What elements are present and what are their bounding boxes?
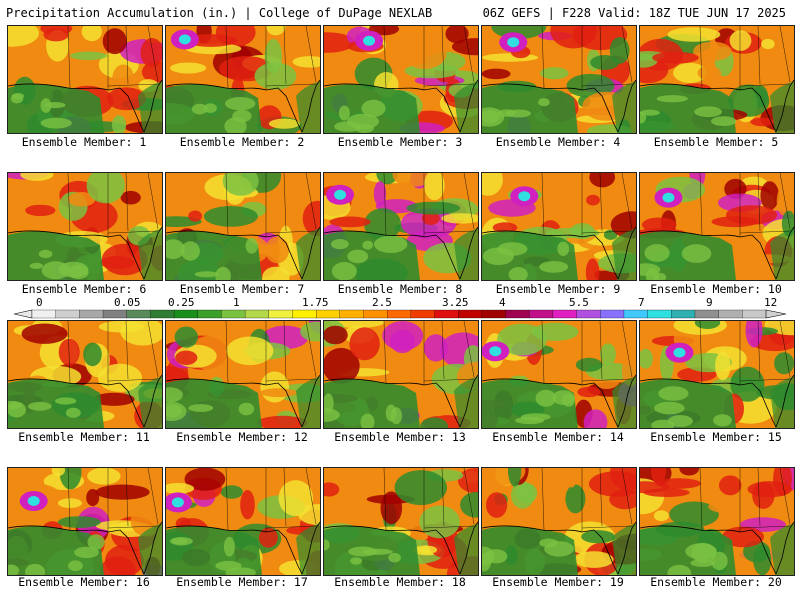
member-map-14	[481, 320, 637, 429]
member-map-2	[165, 25, 321, 134]
colorbar-swatch	[742, 309, 767, 319]
colorbar-swatch	[434, 309, 459, 319]
member-map-6	[7, 172, 163, 281]
colorbar-min-arrow	[13, 309, 33, 319]
colorbar-tick-label: 5.5	[569, 296, 589, 309]
colorbar-tick-label: 12	[764, 296, 777, 309]
colorbar-swatch	[315, 309, 341, 319]
colorbar-tick-label: 2.5	[372, 296, 392, 309]
member-caption: Ensemble Member: 14	[492, 430, 624, 444]
colorbar-swatch	[694, 309, 720, 319]
member-map-19	[481, 467, 637, 576]
member-caption: Ensemble Member: 15	[650, 430, 782, 444]
colorbar-swatch	[481, 309, 506, 319]
colorbar-max-arrow	[765, 309, 787, 319]
colorbar-swatch	[268, 309, 293, 319]
colorbar-swatch	[221, 309, 246, 319]
colorbar-swatch	[79, 309, 104, 319]
colorbar-tick-label: 9	[706, 296, 713, 309]
member-map-20	[639, 467, 795, 576]
colorbar-tick-label: 7	[638, 296, 645, 309]
colorbar-swatch	[600, 309, 625, 319]
colorbar-swatch	[197, 309, 222, 319]
colorbar-tick-label: 0.25	[168, 296, 195, 309]
colorbar-swatch	[410, 309, 435, 319]
colorbar-swatch	[173, 309, 199, 319]
member-map-10	[639, 172, 795, 281]
member-caption: Ensemble Member: 9	[495, 282, 621, 296]
member-map-1	[7, 25, 163, 134]
colorbar-swatch	[126, 309, 151, 319]
member-caption: Ensemble Member: 6	[21, 282, 147, 296]
member-map-16	[7, 467, 163, 576]
colorbar-swatch	[576, 309, 601, 319]
colorbar-swatch	[31, 309, 57, 319]
member-map-12	[165, 320, 321, 429]
member-caption: Ensemble Member: 13	[334, 430, 466, 444]
colorbar-tick-label: 1.75	[302, 296, 329, 309]
colorbar-swatch	[552, 309, 578, 319]
colorbar-tick-label: 4	[499, 296, 506, 309]
member-caption: Ensemble Member: 3	[337, 135, 463, 149]
valid-time-label: 06Z GEFS | F228 Valid: 18Z TUE JUN 17 20…	[482, 6, 786, 20]
member-map-7	[165, 172, 321, 281]
colorbar-swatch	[647, 309, 672, 319]
member-map-17	[165, 467, 321, 576]
member-caption: Ensemble Member: 2	[179, 135, 305, 149]
member-caption: Ensemble Member: 7	[179, 282, 305, 296]
colorbar-swatch	[244, 309, 270, 319]
member-map-5	[639, 25, 795, 134]
member-caption: Ensemble Member: 1	[21, 135, 147, 149]
member-map-11	[7, 320, 163, 429]
colorbar-tick-label: 1	[233, 296, 240, 309]
colorbar-swatch	[102, 309, 128, 319]
member-map-8	[323, 172, 479, 281]
colorbar-swatch	[387, 309, 412, 319]
member-caption: Ensemble Member: 10	[650, 282, 782, 296]
member-caption: Ensemble Member: 19	[492, 575, 624, 589]
colorbar-tick-label: 0.05	[114, 296, 141, 309]
colorbar-swatch	[623, 309, 649, 319]
colorbar-swatch	[505, 309, 530, 319]
member-caption: Ensemble Member: 4	[495, 135, 621, 149]
member-map-13	[323, 320, 479, 429]
colorbar-tick-label: 0	[36, 296, 43, 309]
colorbar-swatch	[292, 309, 317, 319]
colorbar-swatch	[55, 309, 80, 319]
colorbar-swatch	[529, 309, 554, 319]
colorbar-swatch	[150, 309, 175, 319]
colorbar-swatch	[671, 309, 696, 319]
colorbar-swatch	[339, 309, 364, 319]
precip-colorbar: 0 0.05 0.25 1 1.75 2.5 3.25 4 5.5 7 9 12	[13, 296, 787, 319]
colorbar-tick-label: 3.25	[442, 296, 469, 309]
colorbar-swatch	[363, 309, 388, 319]
member-map-15	[639, 320, 795, 429]
colorbar-swatch	[458, 309, 483, 319]
member-caption: Ensemble Member: 5	[653, 135, 779, 149]
member-caption: Ensemble Member: 16	[18, 575, 150, 589]
member-caption: Ensemble Member: 18	[334, 575, 466, 589]
colorbar-swatch	[718, 309, 743, 319]
member-caption: Ensemble Member: 12	[176, 430, 308, 444]
member-caption: Ensemble Member: 11	[18, 430, 150, 444]
member-map-9	[481, 172, 637, 281]
member-map-18	[323, 467, 479, 576]
member-map-3	[323, 25, 479, 134]
map-title: Precipitation Accumulation (in.) | Colle…	[6, 6, 433, 20]
member-caption: Ensemble Member: 8	[337, 282, 463, 296]
member-caption: Ensemble Member: 20	[650, 575, 782, 589]
member-caption: Ensemble Member: 17	[176, 575, 308, 589]
member-map-4	[481, 25, 637, 134]
